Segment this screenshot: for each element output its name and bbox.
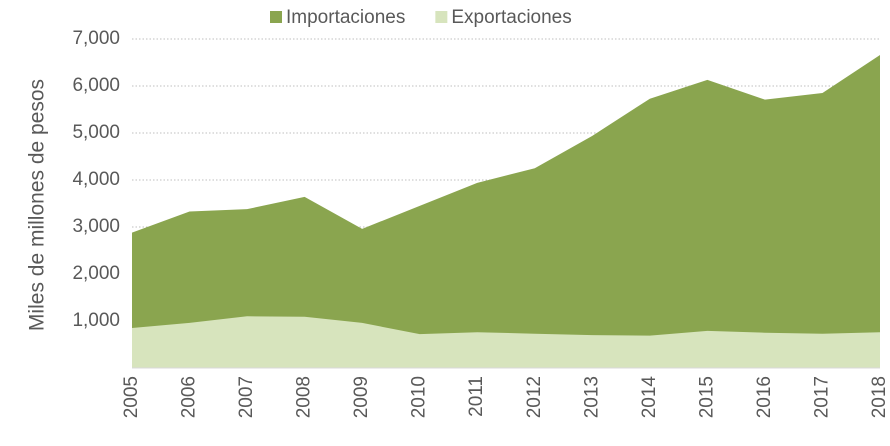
- legend-label: Exportaciones: [451, 7, 571, 28]
- area: [132, 54, 880, 368]
- x-tick-label: 2018: [869, 376, 890, 418]
- y-tick-label: 5,000: [72, 122, 120, 143]
- legend-label: Importaciones: [286, 7, 405, 28]
- y-tick-label: 7,000: [72, 28, 120, 49]
- x-tick-label: 2012: [524, 376, 545, 418]
- x-tick-label: 2005: [121, 376, 142, 418]
- x-tick-label: 2008: [294, 376, 315, 418]
- y-axis-label: Miles de millones de pesos: [26, 79, 49, 331]
- x-tick-label: 2010: [409, 376, 430, 418]
- area: [132, 316, 880, 368]
- y-tick-label: 6,000: [72, 75, 120, 96]
- x-tick-label: 2009: [351, 376, 372, 418]
- legend-swatch: [435, 11, 448, 23]
- x-tick-label: 2007: [236, 376, 257, 418]
- x-tick-label: 2015: [696, 376, 717, 418]
- y-tick-label: 1,000: [72, 310, 120, 331]
- x-tick-label: 2017: [811, 376, 832, 418]
- legend-swatch: [270, 11, 282, 23]
- x-tick-label: 2006: [179, 376, 200, 418]
- x-tick-label: 2011: [466, 376, 487, 417]
- y-tick-label: 4,000: [72, 169, 120, 190]
- y-tick-label: 2,000: [72, 263, 120, 284]
- x-tick-label: 2013: [581, 376, 602, 418]
- y-tick-label: 3,000: [72, 216, 120, 237]
- x-tick-label: 2014: [639, 376, 660, 419]
- x-tick-label: 2016: [754, 376, 775, 418]
